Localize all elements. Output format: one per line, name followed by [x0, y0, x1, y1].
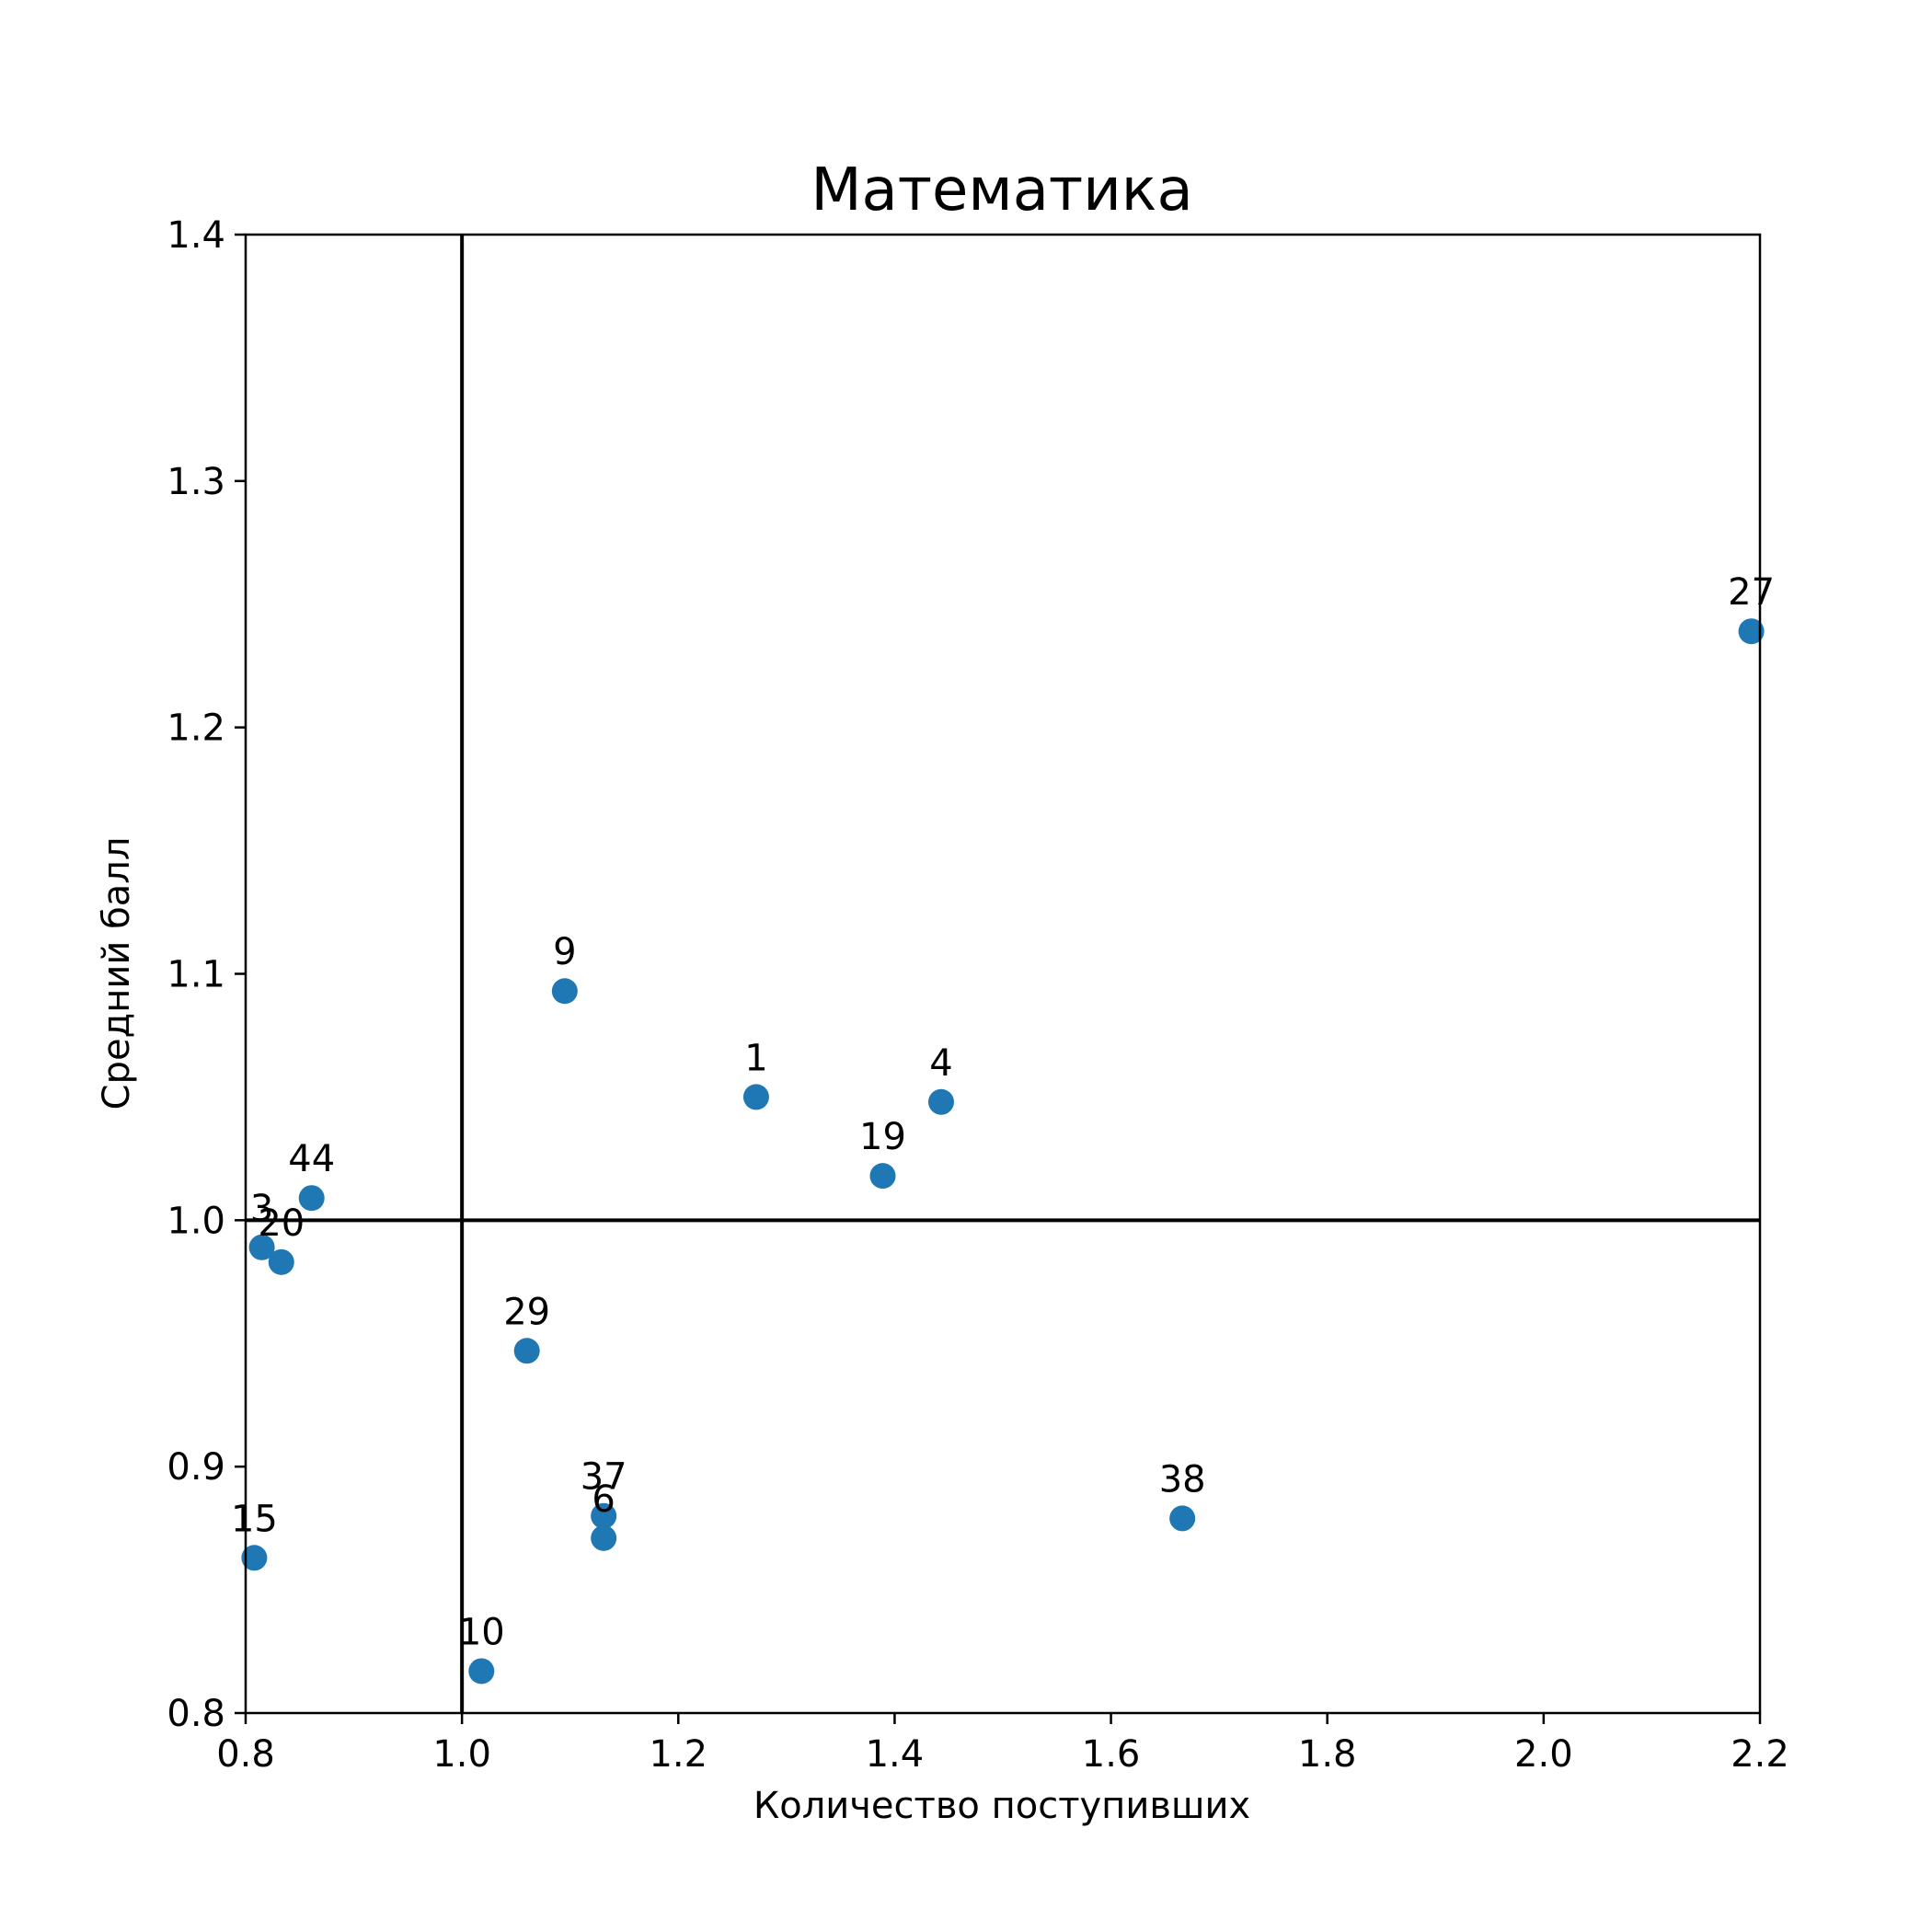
y-tick-label: 1.4	[167, 214, 225, 257]
point-label-1: 1	[744, 1037, 767, 1079]
y-tick-label: 0.8	[167, 1693, 225, 1735]
x-tick-label: 2.0	[1514, 1733, 1573, 1776]
x-tick-label: 1.0	[432, 1733, 491, 1776]
y-tick-label: 0.9	[167, 1446, 225, 1489]
point-label-10: 10	[458, 1611, 505, 1653]
point-label-29: 29	[503, 1291, 550, 1333]
y-tick-label: 1.2	[167, 707, 225, 750]
y-axis-ticks: 0.8 0.9 1.0 1.1 1.2 1.3 1.4	[167, 214, 246, 1735]
data-point-3	[248, 1234, 275, 1260]
y-tick-label: 1.3	[167, 461, 225, 503]
data-point-6	[591, 1524, 617, 1551]
data-point-10	[468, 1658, 495, 1685]
chart-title: Математика	[811, 156, 1192, 224]
point-label-3: 3	[250, 1188, 273, 1230]
point-label-6: 6	[592, 1478, 615, 1521]
point-label-44: 44	[288, 1138, 335, 1180]
x-tick-label: 1.8	[1298, 1733, 1357, 1776]
point-label-4: 4	[929, 1042, 952, 1085]
reference-lines	[246, 235, 1760, 1713]
data-point-37	[591, 1502, 617, 1529]
x-tick-label: 2.2	[1731, 1733, 1789, 1776]
point-label-9: 9	[553, 931, 576, 973]
data-point-4	[927, 1088, 954, 1115]
data-point-44	[298, 1185, 325, 1212]
x-tick-label: 1.6	[1082, 1733, 1141, 1776]
x-axis-label: Количество поступивших	[753, 1785, 1250, 1827]
x-tick-label: 0.8	[216, 1733, 275, 1776]
data-point-19	[869, 1163, 896, 1190]
y-tick-label: 1.0	[167, 1200, 225, 1242]
point-label-15: 15	[231, 1498, 278, 1540]
point-label-38: 38	[1159, 1458, 1206, 1501]
point-label-19: 19	[859, 1116, 906, 1158]
data-point-20	[268, 1248, 294, 1275]
plot-frame	[244, 233, 1762, 1715]
x-tick-label: 1.4	[866, 1733, 925, 1776]
data-point-1	[742, 1084, 769, 1110]
point-label-20: 20	[258, 1202, 305, 1245]
data-point-15	[241, 1545, 268, 1571]
y-axis-label: Средний балл	[96, 837, 138, 1110]
data-point-38	[1169, 1505, 1196, 1532]
x-tick-label: 1.2	[649, 1733, 707, 1776]
x-axis-ticks: 0.8 1.0 1.2 1.4 1.6 1.8 2.0 2.2	[216, 1713, 1789, 1776]
data-point-27	[1738, 618, 1765, 645]
y-tick-label: 1.1	[167, 954, 225, 996]
point-label-27: 27	[1728, 571, 1775, 614]
point-label-37: 37	[581, 1456, 627, 1499]
data-point-29	[513, 1338, 540, 1364]
data-point-9	[551, 978, 578, 1005]
points-layer	[241, 618, 1765, 1685]
